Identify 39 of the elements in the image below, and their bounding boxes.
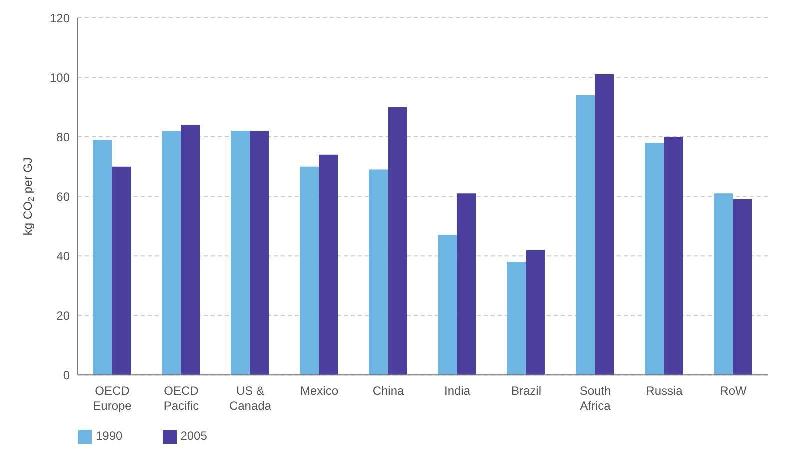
- bar: [250, 131, 270, 376]
- bar: [438, 235, 458, 376]
- bar: [181, 125, 200, 376]
- bar: [664, 137, 684, 376]
- x-tick-label: South Africa: [580, 384, 612, 414]
- bar: [733, 200, 752, 376]
- y-tick-label: 100: [50, 70, 70, 85]
- x-tick-label: Brazil: [511, 384, 542, 398]
- y-tick-label: 20: [56, 308, 70, 323]
- bar: [507, 262, 526, 376]
- bar: [300, 166, 320, 376]
- bar: [576, 95, 596, 376]
- x-tick-label: OECD Europe: [93, 384, 132, 414]
- y-tick-label: 40: [56, 249, 70, 264]
- x-tick-label: RoW: [720, 384, 748, 398]
- bar: [595, 74, 614, 376]
- x-tick-label: OECD Pacific: [164, 384, 200, 414]
- y-tick-label: 0: [63, 368, 70, 382]
- legend-label: 1990: [96, 429, 123, 444]
- bar: [526, 250, 546, 376]
- x-tick-label: Russia: [646, 384, 684, 398]
- x-tick-label: India: [444, 384, 471, 398]
- legend-label: 2005: [180, 429, 208, 444]
- y-tick-label: 60: [56, 190, 70, 204]
- x-tick-label: US & Canada: [229, 384, 272, 414]
- y-tick-label: 80: [56, 130, 70, 144]
- y-tick-label: 120: [50, 11, 70, 26]
- bar: [319, 154, 338, 376]
- bar: [162, 131, 182, 376]
- x-tick-label: China: [372, 384, 404, 398]
- bar: [112, 166, 132, 376]
- bar: [388, 107, 408, 376]
- bar: [231, 131, 250, 376]
- bar: [93, 140, 112, 376]
- bar: [457, 194, 476, 376]
- bar: [714, 194, 734, 376]
- bar: [645, 143, 664, 376]
- bar: [369, 170, 388, 376]
- x-tick-label: Mexico: [300, 384, 339, 398]
